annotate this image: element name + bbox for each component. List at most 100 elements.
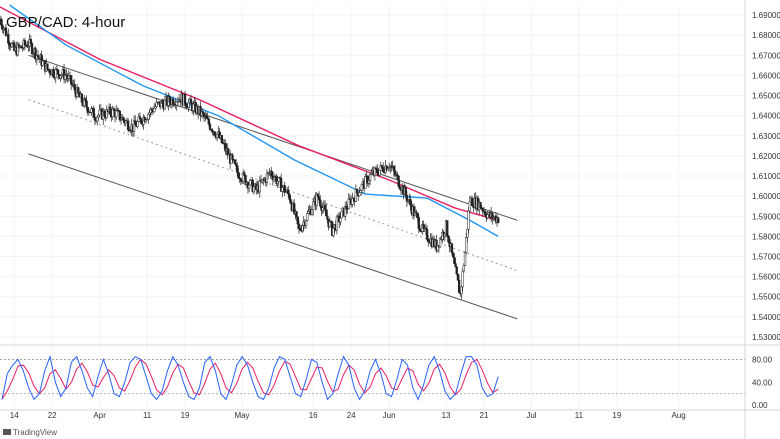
candle-body xyxy=(52,69,55,77)
oscillator-d-line xyxy=(1,358,499,400)
candle-body xyxy=(417,217,420,229)
price-tick-label: 1.53000 xyxy=(752,333,780,342)
oscillator-tick-label: 80.00 xyxy=(752,355,773,364)
candle-body xyxy=(59,75,62,79)
candle-body xyxy=(321,207,324,211)
candle-body xyxy=(456,273,460,281)
candlesticks xyxy=(0,15,500,300)
candle-body xyxy=(187,102,190,108)
price-tick-label: 1.62000 xyxy=(752,152,780,161)
candle-body xyxy=(97,114,100,118)
candle-body xyxy=(34,48,37,60)
candle-body xyxy=(29,38,32,44)
candle-body xyxy=(41,60,44,66)
candle-body xyxy=(326,215,329,220)
candle-body xyxy=(405,195,409,202)
candle-body xyxy=(409,199,412,206)
candle-body xyxy=(298,227,302,231)
candle-body xyxy=(312,201,315,210)
candle-body xyxy=(163,100,167,110)
candle-body xyxy=(479,202,482,209)
candle-body xyxy=(460,286,463,294)
time-tick-label: 11 xyxy=(143,411,152,420)
candle-body xyxy=(265,173,269,183)
candle-body xyxy=(280,178,283,192)
candle-body xyxy=(85,100,88,108)
candle-body xyxy=(10,43,14,48)
candle-body xyxy=(56,69,60,75)
candle-body xyxy=(364,175,367,189)
candle-body xyxy=(462,265,465,272)
candle-body xyxy=(215,133,219,138)
price-tick-label: 1.68000 xyxy=(752,31,780,40)
candle-body xyxy=(453,256,456,264)
candle-body xyxy=(207,118,210,125)
candle-body xyxy=(73,84,76,91)
candle-body xyxy=(335,216,339,231)
time-tick-label: May xyxy=(234,411,249,420)
candle-body xyxy=(418,228,422,232)
candle-body xyxy=(317,196,321,201)
candle-body xyxy=(378,169,381,176)
candle-body xyxy=(289,199,292,204)
candle-body xyxy=(243,172,246,176)
candle-body xyxy=(8,43,11,46)
candle-body xyxy=(258,180,261,193)
candle-body xyxy=(392,166,396,172)
candle-body xyxy=(247,184,251,189)
candle-body xyxy=(486,214,489,219)
candle-body xyxy=(237,172,240,179)
candle-body xyxy=(288,193,291,200)
candle-body xyxy=(304,220,308,226)
chart-title: GBP/CAD: 4-hour xyxy=(6,14,125,31)
time-tick-label: 21 xyxy=(480,411,489,420)
candle-body xyxy=(396,174,399,177)
candle-body xyxy=(137,116,140,122)
price-tick-label: 1.63000 xyxy=(752,132,780,141)
candle-body xyxy=(438,238,442,248)
candle-body xyxy=(450,243,454,254)
candle-body xyxy=(325,209,328,217)
grid-lines xyxy=(0,5,745,408)
candle-body xyxy=(136,121,139,127)
candle-body xyxy=(397,175,400,187)
candle-body xyxy=(306,213,309,221)
candle-body xyxy=(307,211,310,214)
tradingview-logo: TradingView xyxy=(3,428,57,437)
candle-body xyxy=(470,198,474,207)
candle-body xyxy=(452,252,455,258)
price-tick-label: 1.59000 xyxy=(752,212,780,221)
candle-body xyxy=(315,194,318,206)
candle-body xyxy=(367,180,371,184)
candle-body xyxy=(138,116,142,120)
candle-body xyxy=(147,114,150,120)
candle-body xyxy=(447,235,450,243)
candle-body xyxy=(98,109,101,116)
price-tick-label: 1.60000 xyxy=(752,192,780,201)
candle-body xyxy=(117,110,120,112)
candle-body xyxy=(293,203,296,214)
price-tick-label: 1.66000 xyxy=(752,71,780,80)
candle-body xyxy=(376,168,379,174)
time-tick-label: 16 xyxy=(309,411,318,420)
candle-body xyxy=(310,209,314,215)
candle-body xyxy=(252,186,256,193)
candle-body xyxy=(93,117,97,121)
candle-body xyxy=(454,263,457,268)
time-tick-label: Apr xyxy=(93,411,106,420)
candle-body xyxy=(213,131,216,136)
candle-body xyxy=(467,210,470,230)
candle-body xyxy=(295,211,298,218)
price-tick-label: 1.67000 xyxy=(752,51,780,60)
trend-line-solid xyxy=(28,153,518,320)
candle-body xyxy=(30,43,34,55)
candle-body xyxy=(122,117,125,121)
candle-body xyxy=(347,198,350,209)
candle-body xyxy=(296,216,299,225)
price-tick-label: 1.54000 xyxy=(752,313,780,322)
candle-body xyxy=(140,118,143,124)
candle-body xyxy=(126,120,130,130)
candle-body xyxy=(134,120,137,125)
